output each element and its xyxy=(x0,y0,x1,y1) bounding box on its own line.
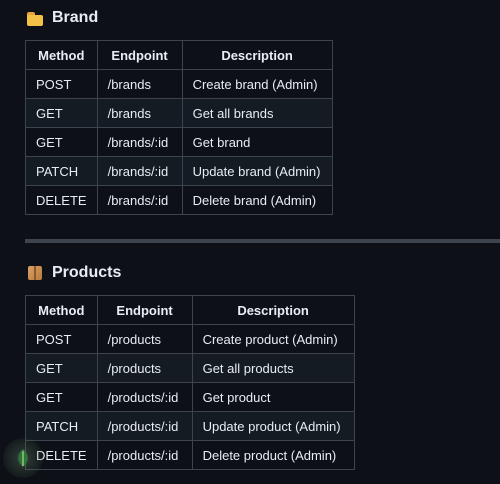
description-cell: Get product xyxy=(191,382,355,412)
description-cell: Get all products xyxy=(191,353,355,383)
endpoint-cell: /brands xyxy=(96,69,183,99)
description-cell: Get brand xyxy=(181,127,333,157)
description-cell: Delete product (Admin) xyxy=(191,440,355,470)
table-row: GET /products Get all products xyxy=(25,353,355,383)
brand-endpoints-table: Method Endpoint Description POST /brands… xyxy=(25,40,333,215)
method-cell: GET xyxy=(25,127,98,157)
description-cell: Get all brands xyxy=(181,98,333,128)
table-row: POST /brands Create brand (Admin) xyxy=(25,69,333,99)
watermark-badge xyxy=(3,438,43,478)
method-cell: GET xyxy=(25,98,98,128)
column-header-endpoint: Endpoint xyxy=(96,295,193,325)
brand-heading: Brand xyxy=(27,7,98,29)
brand-heading-text: Brand xyxy=(52,9,99,26)
products-endpoints-table: Method Endpoint Description POST /produc… xyxy=(25,295,355,470)
column-header-description: Description xyxy=(191,295,355,325)
endpoint-cell: /products xyxy=(96,324,193,354)
column-header-method: Method xyxy=(25,40,98,70)
column-header-endpoint: Endpoint xyxy=(96,40,183,70)
endpoint-cell: /brands/:id xyxy=(96,156,183,186)
method-cell: POST xyxy=(25,324,98,354)
description-cell: Update brand (Admin) xyxy=(181,156,333,186)
description-cell: Create product (Admin) xyxy=(191,324,355,354)
method-cell: GET xyxy=(25,353,98,383)
table-row: DELETE /brands/:id Delete brand (Admin) xyxy=(25,185,333,215)
method-cell: PATCH xyxy=(25,156,98,186)
products-heading-text: Products xyxy=(52,264,122,281)
products-heading: Products xyxy=(27,262,121,284)
table-row: GET /products/:id Get product xyxy=(25,382,355,412)
endpoint-cell: /brands xyxy=(96,98,183,128)
table-row: POST /products Create product (Admin) xyxy=(25,324,355,354)
table-row: DELETE /products/:id Delete product (Adm… xyxy=(25,440,355,470)
method-cell: PATCH xyxy=(25,411,98,441)
endpoint-cell: /products/:id xyxy=(96,440,193,470)
endpoint-cell: /brands/:id xyxy=(96,185,183,215)
folder-icon xyxy=(27,10,44,27)
table-row: PATCH /brands/:id Update brand (Admin) xyxy=(25,156,333,186)
column-header-description: Description xyxy=(181,40,333,70)
endpoint-cell: /brands/:id xyxy=(96,127,183,157)
description-cell: Update product (Admin) xyxy=(191,411,355,441)
method-cell: POST xyxy=(25,69,98,99)
section-divider xyxy=(25,239,500,243)
endpoint-cell: /products/:id xyxy=(96,382,193,412)
table-row: PATCH /products/:id Update product (Admi… xyxy=(25,411,355,441)
table-header-row: Method Endpoint Description xyxy=(25,40,333,70)
endpoint-cell: /products xyxy=(96,353,193,383)
description-cell: Create brand (Admin) xyxy=(181,69,333,99)
table-row: GET /brands/:id Get brand xyxy=(25,127,333,157)
description-cell: Delete brand (Admin) xyxy=(181,185,333,215)
method-cell: DELETE xyxy=(25,440,98,470)
table-row: GET /brands Get all brands xyxy=(25,98,333,128)
method-cell: DELETE xyxy=(25,185,98,215)
package-icon xyxy=(27,265,44,282)
endpoint-cell: /products/:id xyxy=(96,411,193,441)
column-header-method: Method xyxy=(25,295,98,325)
method-cell: GET xyxy=(25,382,98,412)
leaf-icon xyxy=(18,449,28,467)
table-header-row: Method Endpoint Description xyxy=(25,295,355,325)
